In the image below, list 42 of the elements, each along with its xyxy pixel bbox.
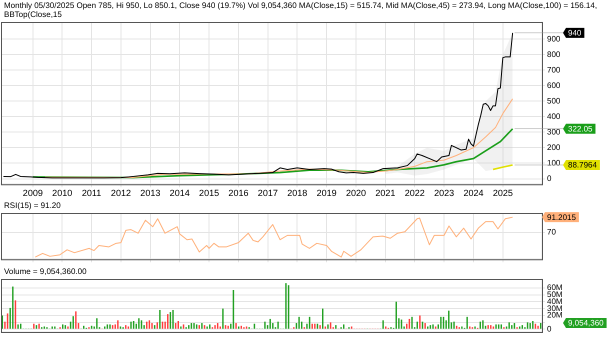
x-tick-label: 2012 [110,188,131,198]
chart-title: Volume = 9,054,360.00 [4,267,88,276]
x-tick-label: 2024 [463,188,484,198]
y-tick-label: 400 [547,112,561,121]
y-tick-label: 600 [547,80,561,90]
y-tick-label: 30M [547,304,563,313]
x-tick-label: 2015 [199,188,220,198]
x-tick-label: 2020 [346,188,366,198]
x-tick-label: 2021 [375,188,396,198]
annotation: 88.7964 [568,160,598,170]
y-tick-label: 0 [547,324,552,334]
y-tick-label: 0 [547,174,552,183]
y-tick-label: 200 [547,142,561,152]
y-tick-label: 70 [547,228,556,237]
x-tick-label: 2011 [82,188,102,198]
y-tick-label: 20M [547,310,563,320]
y-tick-label: 800 [547,50,561,59]
annotation: 322.05 [568,124,594,134]
annotation: 940 [568,28,582,38]
y-tick-label: 60M [547,283,563,292]
x-tick-label: 2014 [170,188,190,198]
y-tick-label: 500 [547,96,561,106]
y-tick-label: 700 [547,65,561,74]
x-tick-label: 2023 [434,188,454,198]
y-tick-label: 100 [547,158,561,168]
text: 9,054,360 [568,318,604,328]
x-tick-label: 2019 [316,188,337,198]
chart-title: Monthly 05/30/2025 Open 785, Hi 950, Lo 850.1, Close 940 (19.7%) Vol 9,054,360 MA(Close,15) = 515.74, Mid MA(Close,45) = 273.94, Long MA(Close,100) = 156.14, BBTop(Close,15 [4,1,598,20]
y-tick-label: 50M [547,290,563,300]
x-tick-label: 2010 [52,188,72,198]
chart-title: RSI(15) = 91.20 [4,201,62,210]
y-tick-label: 900 [547,34,561,44]
y-tick-label: 40M [547,296,563,306]
x-tick-label: 2009 [22,188,43,198]
y-tick-label: 300 [547,127,561,136]
x-tick-label: 2022 [404,188,425,198]
x-tick-label: 2016 [228,188,248,198]
x-tick-label: 2017 [258,188,278,198]
x-tick-label: 2025 [492,188,513,198]
x-tick-label: 2018 [287,188,308,198]
y-tick-label: 91.2015 [547,212,576,222]
x-tick-label: 2013 [140,188,160,198]
